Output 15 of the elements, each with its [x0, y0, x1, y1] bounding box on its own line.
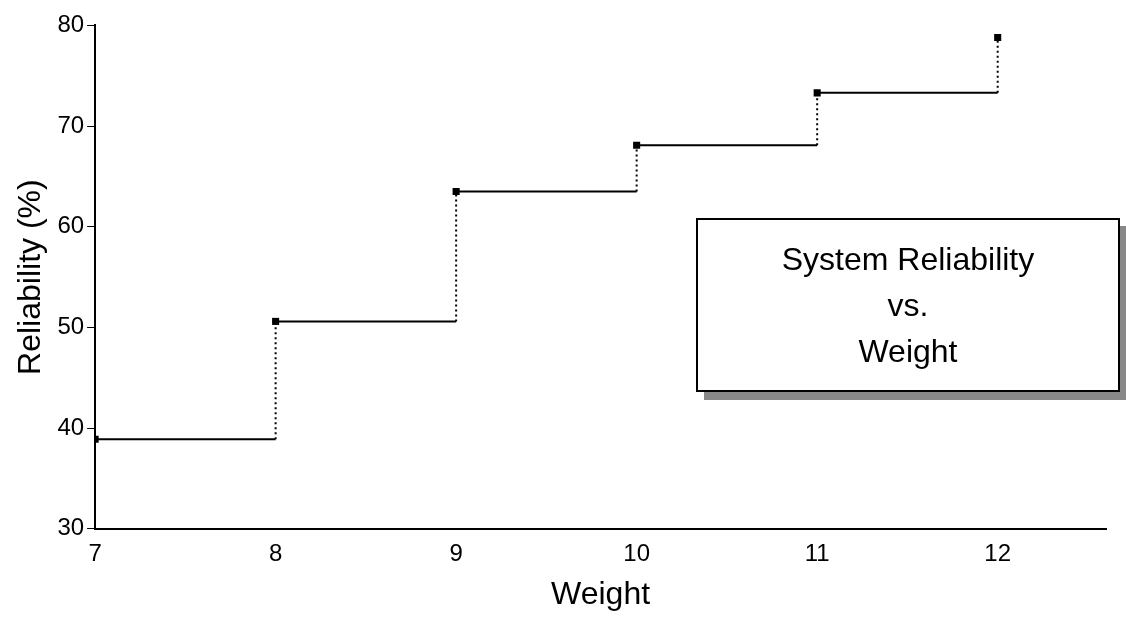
y-tick-label: 60 — [57, 211, 85, 239]
x-tick-label: 10 — [623, 538, 650, 566]
y-tick-label: 30 — [57, 513, 85, 541]
x-tick-label: 12 — [984, 538, 1012, 566]
x-tick-label: 8 — [268, 538, 283, 566]
x-tick-label: 7 — [88, 538, 102, 566]
point — [994, 33, 1002, 42]
x-tick-label: 9 — [449, 538, 463, 566]
y-axis-title: Reliability (%) — [11, 179, 48, 375]
x-axis-title: Weight — [551, 574, 651, 611]
y-tick-label: 70 — [57, 110, 85, 138]
y-tick-label: 50 — [57, 312, 85, 340]
x-tick-label: 11 — [804, 538, 830, 566]
y-tick-label: 40 — [57, 412, 85, 440]
y-tick-label: 80 — [57, 10, 85, 38]
